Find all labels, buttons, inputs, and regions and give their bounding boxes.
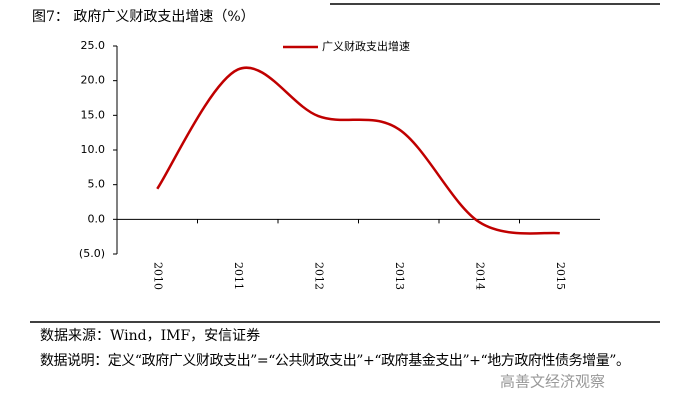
y-tick-label: (5.0) [79,247,105,260]
y-tick-label: 25.0 [81,39,106,52]
y-tick-label: 0.0 [88,212,106,225]
source-note: 数据来源：Wind，IMF，安信证券 [40,328,260,344]
y-tick-label: 10.0 [81,143,106,156]
x-tick-label: 2011 [232,262,245,290]
y-tick-label: 20.0 [81,74,106,87]
x-tick-label: 2012 [312,262,325,290]
y-tick-label: 15.0 [81,108,106,121]
x-tick-label: 2013 [393,262,406,290]
y-tick-label: 5.0 [88,178,106,191]
x-tick-label: 2010 [151,262,164,290]
chart-title: 图7： 政府广义财政支出增速（%） [32,9,255,25]
data-note: 数据说明：定义“政府广义财政支出”=“公共财政支出”+“政府基金支出”+“地方政… [40,352,630,369]
line [156,66,560,235]
legend-label: 广义财政支出增速 [322,39,410,53]
watermark: 高善文经济观察 [500,373,605,391]
x-tick-label: 2015 [554,262,567,290]
x-tick-label: 2014 [473,262,486,290]
